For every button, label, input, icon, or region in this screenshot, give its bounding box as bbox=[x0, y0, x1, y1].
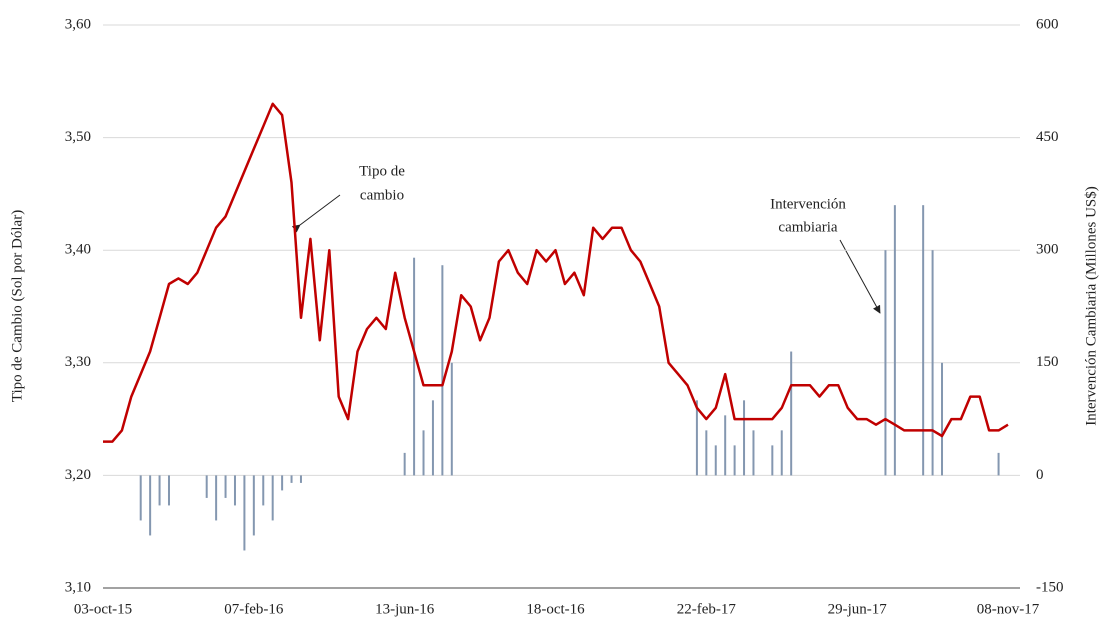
annotation: Intervención bbox=[770, 196, 846, 212]
bar bbox=[714, 445, 717, 476]
bar bbox=[724, 415, 727, 476]
bar bbox=[441, 265, 444, 476]
bar bbox=[997, 452, 1000, 476]
y2-tick-label: 600 bbox=[1036, 16, 1059, 32]
bar bbox=[780, 430, 783, 476]
x-tick-label: 13-jun-16 bbox=[375, 601, 435, 617]
bar bbox=[705, 430, 708, 476]
y-axis-title: Tipo de Cambio (Sol por Dólar) bbox=[9, 210, 25, 402]
y2-tick-label: 0 bbox=[1036, 467, 1044, 483]
bar bbox=[205, 475, 208, 498]
y2-tick-label: -150 bbox=[1036, 579, 1064, 595]
x-tick-label: 08-nov-17 bbox=[977, 601, 1040, 617]
bar bbox=[922, 205, 925, 476]
x-tick-label: 03-oct-15 bbox=[74, 601, 132, 617]
bar bbox=[224, 475, 227, 498]
line bbox=[103, 102, 1009, 443]
bar bbox=[290, 475, 293, 483]
annotation-arrow bbox=[839, 239, 881, 314]
x-tick-label: 07-feb-16 bbox=[224, 601, 284, 617]
bar bbox=[733, 445, 736, 476]
bar bbox=[215, 475, 218, 521]
annotation: cambiaria bbox=[778, 219, 837, 235]
y-tick-label: 3,30 bbox=[65, 354, 91, 370]
bar bbox=[771, 445, 774, 476]
bar bbox=[450, 362, 453, 476]
bar bbox=[941, 362, 944, 476]
bar bbox=[262, 475, 265, 506]
bar bbox=[422, 430, 425, 476]
annotation-arrow bbox=[291, 194, 341, 233]
y-tick-label: 3,10 bbox=[65, 579, 91, 595]
y2-tick-label: 450 bbox=[1036, 129, 1059, 145]
annotation: Tipo de bbox=[359, 163, 405, 179]
bar bbox=[139, 475, 142, 521]
x-tick-label: 18-oct-16 bbox=[526, 601, 585, 617]
bar bbox=[299, 475, 302, 483]
bar bbox=[252, 475, 255, 536]
y2-axis-title: Intervención Cambiaria (Millones US$) bbox=[1083, 186, 1099, 426]
y2-tick-label: 300 bbox=[1036, 242, 1059, 258]
bar bbox=[884, 250, 887, 476]
y-tick-label: 3,60 bbox=[65, 16, 91, 32]
bar bbox=[431, 400, 434, 476]
y2-tick-label: 150 bbox=[1036, 354, 1059, 370]
bar bbox=[243, 475, 246, 551]
bar bbox=[695, 400, 698, 476]
bar bbox=[158, 475, 161, 506]
bar bbox=[403, 452, 406, 476]
bar bbox=[149, 475, 152, 536]
x-tick-label: 29-jun-17 bbox=[828, 601, 888, 617]
bar bbox=[233, 475, 236, 506]
bar bbox=[752, 430, 755, 476]
annotation: cambio bbox=[360, 187, 404, 203]
x-tick-label: 22-feb-17 bbox=[677, 601, 737, 617]
bar bbox=[893, 205, 896, 476]
y-tick-label: 3,40 bbox=[65, 242, 91, 258]
bar bbox=[931, 250, 934, 476]
y-tick-label: 3,20 bbox=[65, 467, 91, 483]
bar bbox=[167, 475, 170, 506]
bar bbox=[743, 400, 746, 476]
bar bbox=[413, 257, 416, 476]
bar bbox=[281, 475, 284, 491]
bar bbox=[790, 351, 793, 476]
y-tick-label: 3,50 bbox=[65, 129, 91, 145]
bar bbox=[271, 475, 274, 521]
